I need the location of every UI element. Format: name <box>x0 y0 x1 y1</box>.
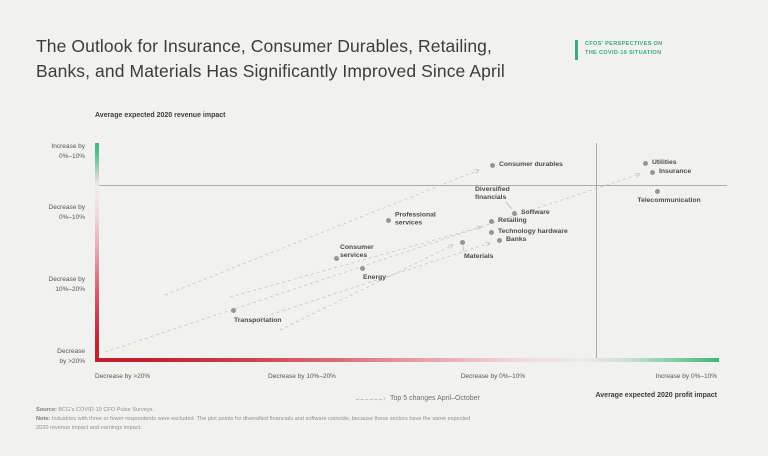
change-arrow-materials <box>279 244 454 331</box>
point-utilities <box>642 160 648 166</box>
source-text: BCG’s COVID-19 CFO Pulse Surveys. <box>56 407 155 413</box>
perspectives-tag: CFOs’ PERSPECTIVES ON THE COVID-19 SITUA… <box>575 40 662 60</box>
page-title-line1: The Outlook for Insurance, Consumer Dura… <box>36 36 492 56</box>
x-tick-2: Decrease by 0%–10% <box>460 373 526 380</box>
y-gradient-bar <box>95 143 99 362</box>
point-label-banks: Banks <box>506 235 527 243</box>
point-label-insurance: Insurance <box>659 167 692 175</box>
change-arrow-banks <box>247 241 491 323</box>
y-tick-1: Decrease by 0%–10% <box>48 204 86 222</box>
x-tick-3: Increase by 0%–10% <box>655 373 717 380</box>
legend-label: Top 5 changes April–October <box>390 395 480 402</box>
profit-boundary-line <box>596 143 597 358</box>
note-label: Note: <box>36 415 51 422</box>
point-banks <box>496 237 502 243</box>
point-label-materials: Materials <box>464 253 494 260</box>
point-energy <box>359 265 365 271</box>
change-arrow-retailing <box>229 225 482 298</box>
y-tick-2: Decrease by 10%–20% <box>48 276 86 294</box>
y-tick-0: Increase by 0%–10% <box>51 143 85 161</box>
arrows-svg <box>104 169 641 353</box>
point-telecommunication <box>654 188 660 194</box>
tag-line1: CFOs’ PERSPECTIVES ON <box>585 41 663 47</box>
y-tick-3: Decrease by >20% <box>57 348 85 366</box>
point-label-utilities: Utilities <box>652 158 677 166</box>
page-title: The Outlook for Insurance, Consumer Dura… <box>36 34 505 83</box>
point-consumer-durables <box>489 162 495 168</box>
point-label-energy: Energy <box>363 274 387 281</box>
point-label-technology-hardware: Technology hardware <box>498 227 568 235</box>
x-tick-0: Decrease by >20% <box>95 373 151 380</box>
change-arrow-insurance <box>104 172 641 353</box>
tag-line2: THE COVID-19 SITUATION <box>585 49 662 56</box>
tag-text: CFOs’ PERSPECTIVES ON THE COVID-19 SITUA… <box>585 40 662 58</box>
point-label-transportation: Transportation <box>234 317 282 324</box>
note-line: Note: Industries with three or fewer res… <box>36 415 480 433</box>
label-connector <box>505 201 513 210</box>
point-transportation <box>230 307 236 313</box>
legend-dash-line <box>356 398 382 400</box>
point-label-consumer-durables: Consumer durables <box>499 160 563 168</box>
point-software <box>511 210 517 216</box>
point-label-software: Software <box>521 208 550 216</box>
source-label: Source: <box>36 407 57 413</box>
profit-axis-title: Average expected 2020 profit impact <box>595 392 717 399</box>
x-tick-1: Decrease by 10%–20% <box>268 373 336 380</box>
legend: › Top 5 changes April–October <box>356 394 480 403</box>
point-professional-services <box>385 217 391 223</box>
page-title-line2: Banks, and Materials Has Significantly I… <box>36 60 505 81</box>
point-insurance <box>649 169 655 175</box>
zero-line <box>99 185 727 186</box>
source-line: Source: BCG’s COVID-19 CFO Pulse Surveys… <box>36 406 480 415</box>
footnote: Source: BCG’s COVID-19 CFO Pulse Surveys… <box>36 406 480 433</box>
point-technology-hardware <box>488 229 494 235</box>
label-connector <box>462 245 465 253</box>
point-label-professional-services: Professional services <box>395 211 436 227</box>
revenue-axis-title: Average expected 2020 revenue impact <box>95 112 226 119</box>
tag-accent-bar <box>575 40 578 60</box>
point-materials <box>459 239 465 245</box>
point-label-diversified-financials: Diversified financials <box>475 186 510 202</box>
chart-plot: Consumer durables Utilities Insurance Telec… <box>95 143 727 362</box>
point-label-retailing: Retailing <box>498 216 527 224</box>
point-label-consumer-services: Consumer services <box>340 244 374 260</box>
point-label-telecommunication: Telecommunication <box>637 197 701 204</box>
point-retailing <box>488 218 494 224</box>
note-text: Industries with three or fewer responden… <box>36 415 471 431</box>
change-arrow-consumer-durables <box>164 169 480 296</box>
point-consumer-services <box>333 255 339 261</box>
x-gradient-bar <box>95 358 719 362</box>
